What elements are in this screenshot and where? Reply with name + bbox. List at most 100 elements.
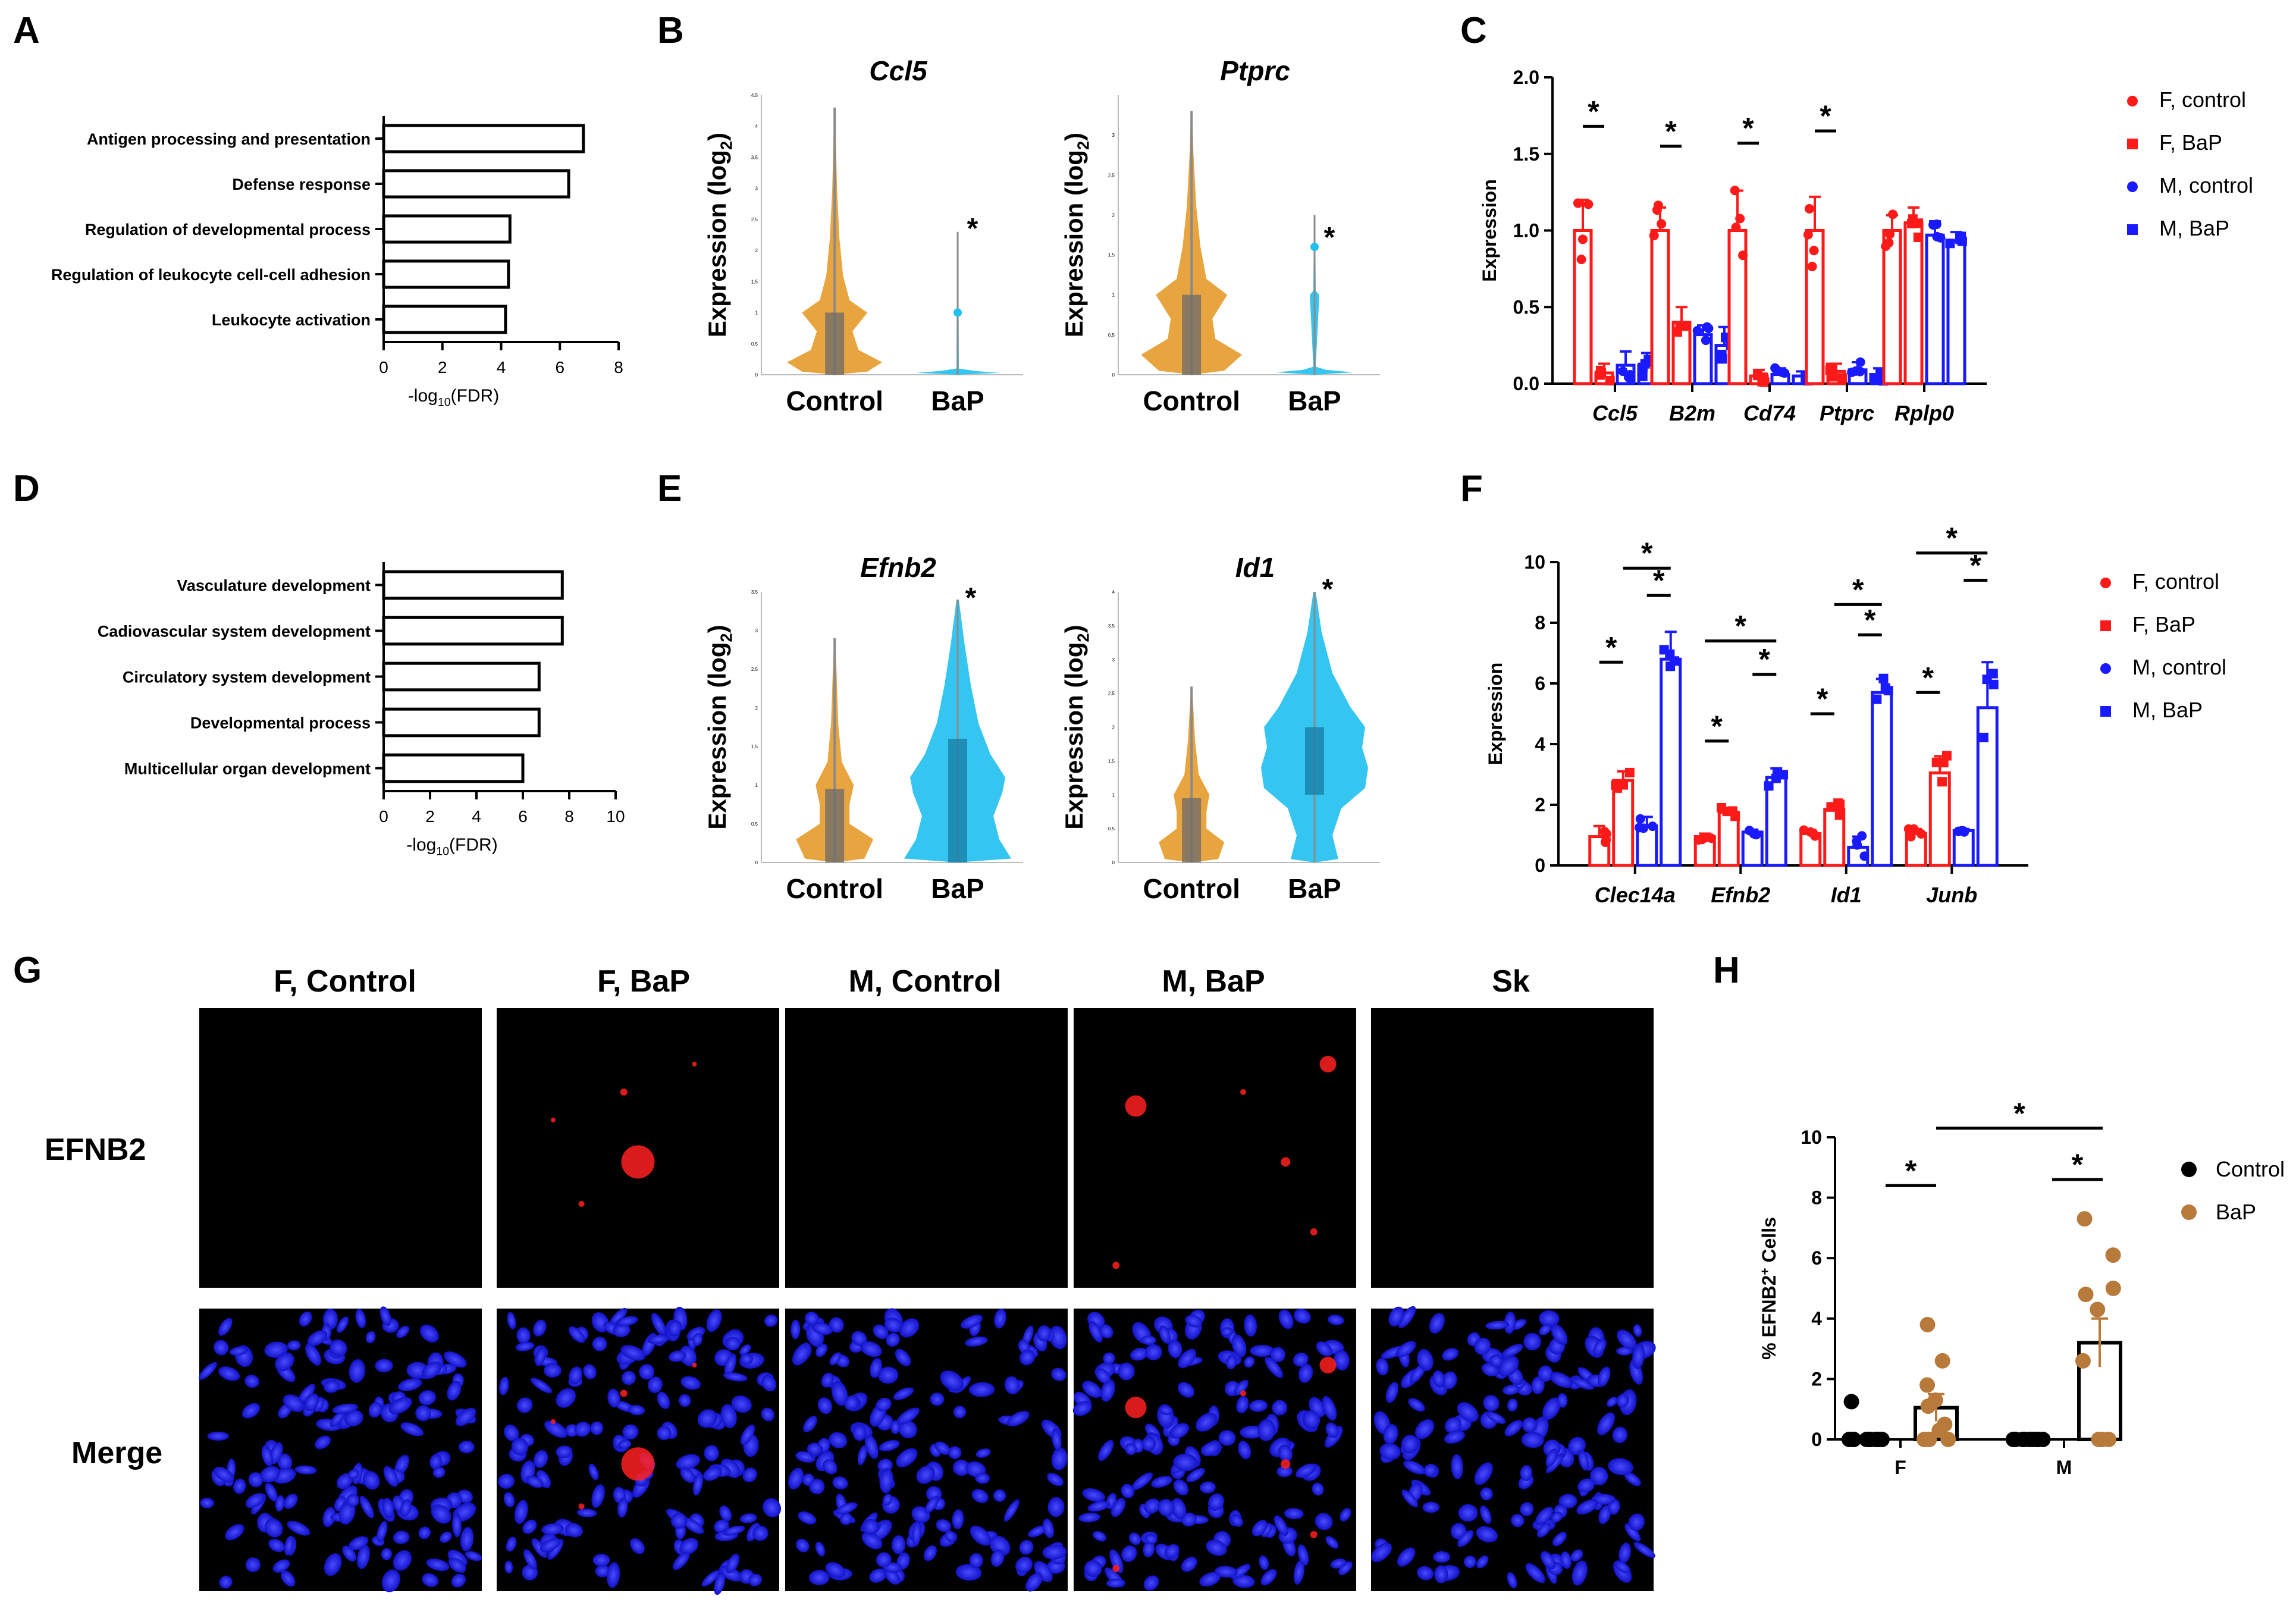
g-col-header: F, Control xyxy=(274,964,416,999)
category-label: Antigen processing and presentation xyxy=(87,130,371,148)
nucleus xyxy=(1401,1489,1419,1508)
data-point xyxy=(1605,375,1615,385)
nucleus xyxy=(1408,1398,1425,1412)
nucleus xyxy=(1171,1498,1187,1520)
nucleus xyxy=(199,1362,217,1380)
nucleus xyxy=(839,1513,853,1525)
nucleus xyxy=(381,1548,392,1560)
bar xyxy=(1882,229,1902,385)
nucleus xyxy=(535,1346,547,1366)
nucleus xyxy=(879,1468,893,1494)
legend-marker xyxy=(2127,181,2138,192)
data-point xyxy=(1825,365,1835,375)
nucleus xyxy=(831,1381,848,1406)
nucleus xyxy=(1121,1545,1137,1563)
data-point xyxy=(1834,810,1845,820)
data-point xyxy=(1867,1432,1883,1447)
y-axis-label: % EFNB2+ Cells xyxy=(1758,1217,1780,1360)
data-point xyxy=(1648,821,1658,832)
y-tick-label: 10 xyxy=(1801,1127,1822,1148)
nucleus xyxy=(740,1425,755,1445)
panel-letter-e: E xyxy=(657,468,682,509)
nucleus xyxy=(976,1448,991,1458)
nucleus xyxy=(1434,1565,1448,1583)
legend-marker xyxy=(2127,139,2138,149)
nucleus xyxy=(283,1394,305,1412)
legend-label: F, control xyxy=(2132,569,2219,594)
nucleus xyxy=(307,1330,328,1347)
nucleus xyxy=(829,1317,844,1333)
violin-gene-title: Ccl5 xyxy=(869,55,928,86)
category-label: Multicellular organ development xyxy=(124,760,371,778)
nucleus xyxy=(284,1535,294,1556)
nucleus xyxy=(375,1359,393,1373)
nucleus xyxy=(418,1390,436,1406)
legend-label: M, control xyxy=(2132,655,2226,679)
nucleus xyxy=(844,1395,860,1411)
nucleus xyxy=(701,1570,720,1587)
data-point xyxy=(1735,214,1745,224)
data-point xyxy=(2105,1247,2121,1263)
nucleus xyxy=(891,1535,906,1555)
nucleus xyxy=(1401,1435,1419,1454)
nucleus xyxy=(1003,1499,1020,1522)
nucleus xyxy=(1441,1371,1457,1389)
data-point xyxy=(1937,1416,1953,1432)
nucleus xyxy=(1238,1441,1251,1460)
nucleus xyxy=(349,1536,369,1551)
nucleus xyxy=(630,1538,645,1554)
signal-spot xyxy=(551,1118,556,1122)
nucleus xyxy=(912,1520,921,1546)
nucleus xyxy=(1578,1450,1589,1471)
violin-y-tick-label: 4 xyxy=(755,124,758,129)
nucleus xyxy=(507,1312,516,1329)
nucleus xyxy=(1557,1393,1568,1408)
nucleus xyxy=(1099,1324,1114,1339)
nucleus xyxy=(1521,1432,1544,1448)
nucleus xyxy=(1338,1561,1353,1576)
nucleus xyxy=(1607,1397,1618,1407)
nucleus xyxy=(890,1420,900,1435)
legend-label: M, BaP xyxy=(2159,216,2229,240)
nucleus xyxy=(719,1505,732,1522)
nucleus xyxy=(265,1482,278,1502)
nucleus xyxy=(541,1523,564,1535)
nucleus xyxy=(857,1445,867,1466)
violin-y-tick-label: 3 xyxy=(1112,657,1115,663)
nucleus xyxy=(704,1445,719,1461)
significance-star: * xyxy=(1852,573,1864,606)
nucleus xyxy=(264,1518,283,1538)
nucleus xyxy=(418,1526,431,1539)
bar xyxy=(382,570,564,600)
data-point xyxy=(1573,198,1583,208)
nucleus xyxy=(420,1324,439,1342)
nucleus xyxy=(680,1376,701,1390)
nucleus xyxy=(1498,1356,1519,1377)
nucleus xyxy=(1325,1536,1339,1549)
bar xyxy=(1660,657,1682,867)
nucleus xyxy=(609,1307,628,1326)
data-point xyxy=(1843,1394,1859,1410)
nucleus xyxy=(719,1566,742,1582)
nucleus xyxy=(792,1342,811,1366)
category-label: Regulation of developmental process xyxy=(85,221,371,239)
g-col-header: Sk xyxy=(1492,964,1530,999)
nucleus xyxy=(1251,1520,1268,1536)
nucleus xyxy=(934,1441,951,1455)
nucleus xyxy=(693,1473,703,1496)
nucleus xyxy=(1590,1466,1608,1486)
nucleus xyxy=(809,1479,825,1495)
nucleus xyxy=(332,1403,358,1414)
data-point xyxy=(1857,831,1867,841)
data-point xyxy=(1652,205,1662,215)
nucleus xyxy=(1037,1325,1052,1342)
data-point xyxy=(1722,807,1732,817)
nucleus xyxy=(1546,1453,1564,1473)
nucleus xyxy=(1480,1487,1493,1501)
nucleus xyxy=(679,1394,691,1407)
nucleus xyxy=(1265,1357,1283,1378)
nucleus xyxy=(1042,1519,1055,1538)
nucleus xyxy=(324,1553,342,1576)
nucleus xyxy=(1502,1385,1520,1395)
